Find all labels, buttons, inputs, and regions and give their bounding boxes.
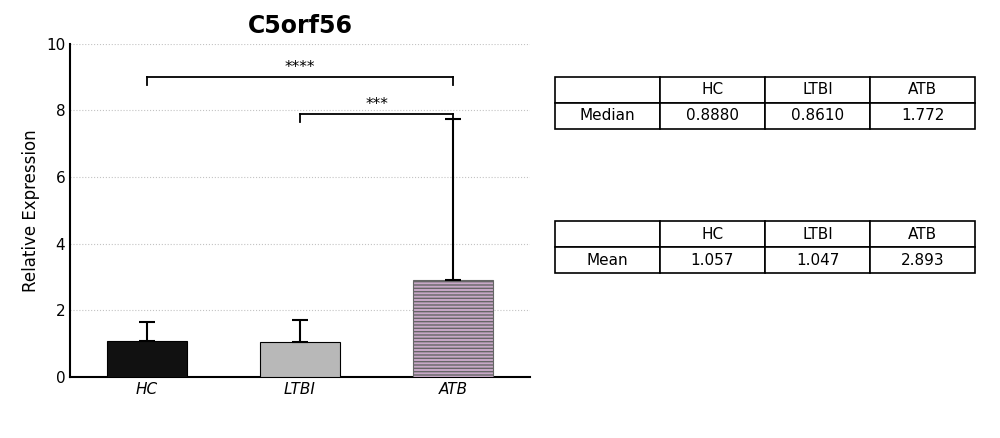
Title: C5orf56: C5orf56 (248, 14, 352, 38)
Text: ****: **** (285, 60, 315, 75)
Y-axis label: Relative Expression: Relative Expression (22, 129, 40, 292)
Bar (413, 280, 493, 377)
Bar (107, 342, 187, 377)
Bar (260, 342, 340, 377)
Text: ***: *** (365, 97, 388, 112)
